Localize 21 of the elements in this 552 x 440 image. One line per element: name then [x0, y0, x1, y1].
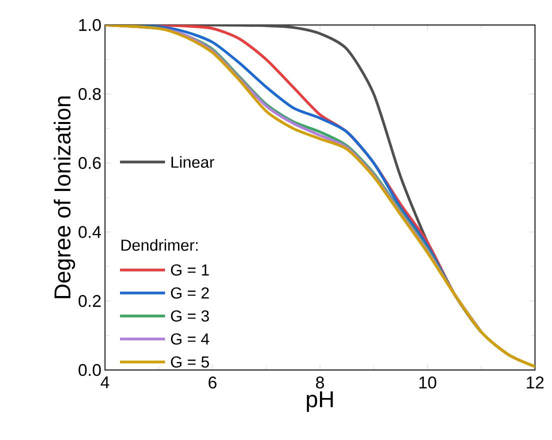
x-tick-label: 8 — [316, 376, 324, 388]
y-tick-label: 0.0 — [78, 364, 101, 376]
x-axis-title: pH — [306, 391, 333, 412]
legend-label: Linear — [172, 156, 214, 168]
y-tick-label: 0.4 — [78, 226, 101, 238]
legend-title: Dendrimer: — [122, 239, 198, 251]
legend-label: G = 2 — [171, 287, 209, 299]
y-tick-label: 1.0 — [79, 18, 101, 31]
line-series — [105, 24, 535, 368]
y-tick-label: 0.6 — [78, 156, 101, 169]
x-tick-label: 12 — [526, 376, 544, 388]
y-axis-title: Degree of Ionization — [54, 96, 76, 298]
legend-label: G = 3 — [171, 310, 209, 322]
x-tick-label: 6 — [208, 376, 216, 388]
x-tick-label: 10 — [419, 376, 436, 388]
y-tick-label: 0.2 — [78, 294, 101, 307]
legend-label: G = 5 — [171, 356, 209, 368]
legend-label: G = 4 — [171, 333, 210, 345]
y-tick-label: 0.8 — [78, 88, 101, 100]
x-tick-label: 4 — [100, 376, 110, 388]
legend-label: G = 1 — [171, 264, 209, 276]
